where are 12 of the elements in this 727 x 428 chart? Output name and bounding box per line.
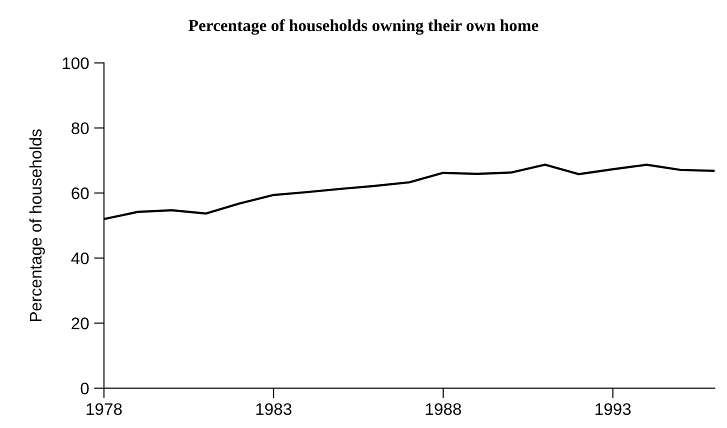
y-tick-label: 100 [62, 57, 89, 70]
y-tick-label: 60 [72, 187, 89, 200]
y-axis-title: Percentage of households [29, 129, 45, 322]
y-tick-label: 80 [72, 122, 89, 134]
y-tick-label: 0 [80, 382, 89, 394]
x-tick-label: 1978 [86, 403, 122, 416]
x-tick-label: 1988 [426, 403, 462, 416]
y-tick-label: 40 [71, 252, 89, 264]
y-tick-label: 20 [72, 318, 89, 330]
x-tick-label: 1993 [596, 403, 631, 416]
x-tick-label: 1983 [256, 403, 292, 416]
chart-title: Percentage of households owning their own home [188, 19, 538, 35]
